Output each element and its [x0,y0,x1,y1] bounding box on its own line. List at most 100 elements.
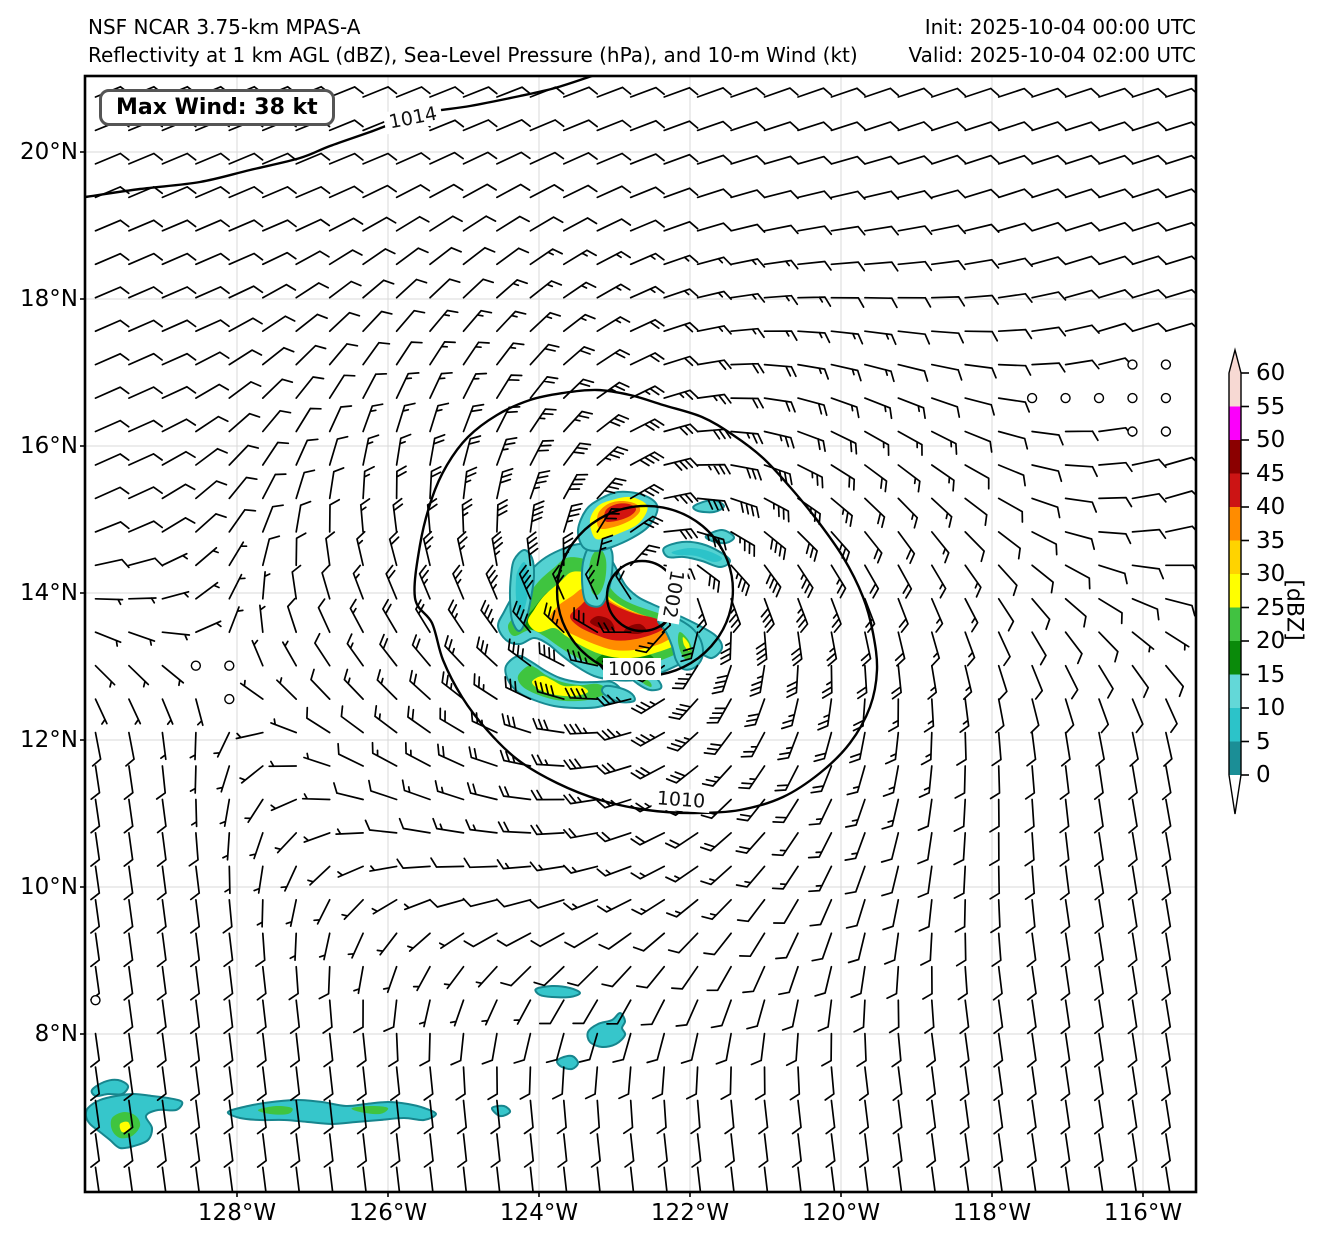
wind-barb [596,152,632,165]
wind-barb [228,606,244,634]
wind-barb [156,898,167,934]
wind-barb [1098,1166,1104,1192]
wind-barb [223,1133,234,1168]
wind-barb [897,330,931,345]
wind-barb [957,965,968,1001]
wind-barb [959,1099,970,1135]
reflectivity-cell-main-band-darkred-1 [589,615,615,631]
wind-barb [353,999,364,1034]
wind-barb [864,531,883,564]
wind-barb [94,219,130,232]
wind-barb [496,499,508,533]
wind-barb [696,463,731,475]
wind-barb [529,500,545,533]
wind-barb [228,349,263,366]
wind-barb [864,121,900,132]
wind-barb [730,362,765,374]
wind-barb [730,292,766,303]
wind-barb [1098,698,1110,734]
wind-barb [564,932,599,949]
wind-barb [219,798,231,827]
wind-barb [888,999,900,1034]
wind-barb [156,1032,167,1068]
wind-barb [1131,597,1160,621]
wind-barb [1098,322,1134,333]
wind-barb [295,282,330,299]
wind-barb [223,1099,234,1135]
wind-barb [388,1032,399,1068]
wind-barb [462,372,488,399]
wind-barb [797,397,828,417]
wind-barb [323,1099,334,1135]
wind-barb [864,225,899,236]
x-tick-label: 128°W [197,1200,277,1226]
wind-barb [1127,999,1138,1035]
wind-barb [481,1032,498,1065]
wind-barb [422,530,434,567]
wind-barb [640,999,666,1026]
wind-barb [817,698,833,731]
wind-barb [993,1066,1004,1102]
wind-barb [703,932,732,956]
wind-barb [356,1032,367,1068]
wind-barb [1064,359,1100,370]
wind-barb [261,186,297,199]
wind-barb [883,932,900,965]
wind-barb [90,765,101,801]
wind-barb [897,464,921,493]
isobar-label-text: 1002 [658,568,688,619]
wind-barb [797,87,833,98]
wind-barb [396,858,431,869]
wind-barb [1131,698,1144,734]
wind-barb [1060,932,1071,968]
wind-barb [475,965,498,988]
wind-barb [256,1032,267,1068]
wind-barb [997,363,1032,376]
wind-barb [261,504,284,533]
page-title: NSF NCAR 3.75-km MPAS-A [88,15,361,39]
wind-barb [897,1166,903,1192]
wind-barb [1131,188,1167,199]
wind-barb [362,86,398,98]
wind-barb [1165,322,1196,333]
wind-barb [897,225,933,236]
wind-barb [362,372,388,399]
wind-barb [123,1099,134,1135]
colorbar-segment-25-30 [1229,574,1241,608]
wind-barb [244,798,264,824]
wind-barb [665,898,699,918]
wind-barb [696,256,732,266]
wind-barb [730,155,766,165]
wind-barb [423,1066,434,1101]
wind-barb [959,1066,970,1102]
y-tick-label: 18°N [20,286,78,312]
wind-barb [696,531,727,551]
wind-barb [892,1099,903,1135]
isobar-label-1010: 1010 [651,787,711,813]
wind-barb [94,521,130,533]
wind-barb [466,782,498,801]
wind-barb [964,188,1000,199]
wind-barb [1093,1066,1104,1102]
wind-barb [596,381,630,399]
wind-barb [382,598,398,634]
wind-barb [1165,664,1185,698]
wind-barb [680,631,699,663]
wind-barb [563,723,599,735]
wind-barb [280,865,298,892]
wind-barb [730,497,760,519]
wind-barb [897,260,933,272]
wind-barb [964,430,993,453]
reflectivity-layer [85,490,736,1150]
wind-barb [496,374,523,399]
wind-barb [1064,597,1087,628]
wind-barb [997,1166,1003,1192]
reflectivity-cell-south-band-green-2 [351,1106,389,1115]
wind-barb [1060,898,1071,934]
wind-barb [310,668,331,700]
wind-barb [578,1032,599,1063]
wind-barb [858,1099,870,1135]
wind-barb [814,965,833,997]
wind-barb [223,965,234,1001]
wind-barb [256,965,267,1001]
